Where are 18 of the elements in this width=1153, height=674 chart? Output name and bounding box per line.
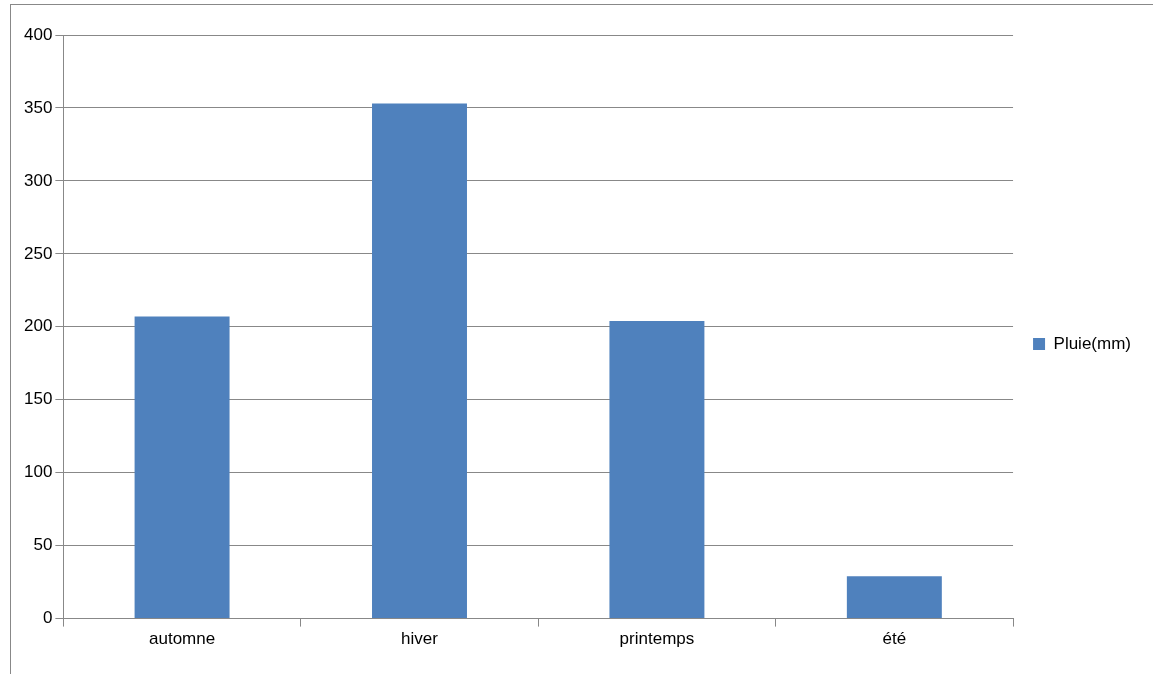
bar <box>609 320 705 619</box>
x-tick-label: été <box>882 629 907 649</box>
y-tick-label: 400 <box>23 24 53 44</box>
y-tick-label: 100 <box>23 462 53 482</box>
y-tick-label: 50 <box>33 535 53 555</box>
y-tick-label: 350 <box>23 97 53 117</box>
legend-label: Pluie(mm) <box>1053 333 1132 353</box>
x-tick-label: printemps <box>619 629 695 649</box>
x-tick-label: automne <box>148 629 216 649</box>
x-tick-label: hiver <box>401 629 439 649</box>
bar <box>846 576 942 619</box>
y-tick-label: 150 <box>23 389 53 409</box>
y-tick-label: 300 <box>23 170 53 190</box>
bar <box>372 103 467 619</box>
y-tick-label: 200 <box>23 316 53 336</box>
y-tick-label: 250 <box>23 243 53 263</box>
y-tick-label: 0 <box>42 608 53 628</box>
bar <box>134 316 230 619</box>
